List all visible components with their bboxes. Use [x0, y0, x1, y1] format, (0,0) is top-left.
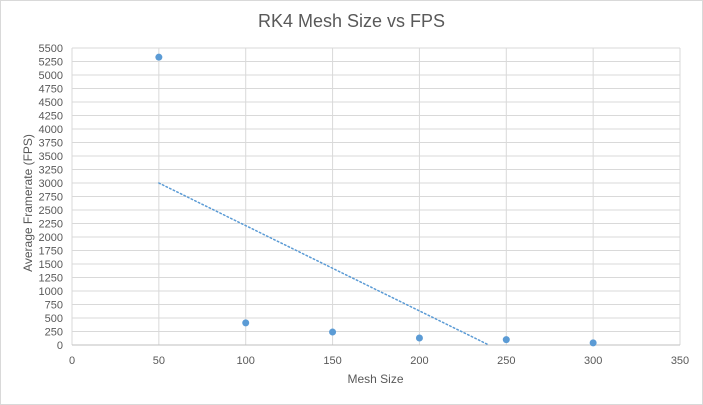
y-tick-label: 250 [45, 327, 63, 339]
y-tick-label: 500 [45, 313, 63, 325]
y-tick-label: 5500 [39, 43, 63, 55]
y-tick-label: 3250 [39, 165, 63, 177]
y-tick-label: 1250 [39, 273, 63, 285]
data-point [329, 328, 337, 336]
data-points [155, 53, 597, 347]
y-tick-label: 5000 [39, 70, 63, 82]
x-axis-title: Mesh Size [347, 372, 404, 386]
data-point [502, 336, 510, 344]
x-tick-label: 350 [671, 355, 689, 367]
y-tick-label: 2250 [39, 219, 63, 231]
y-tick-label: 5250 [39, 57, 63, 69]
data-point [415, 334, 423, 342]
trendline-group [158, 182, 490, 346]
y-tick-label: 4750 [39, 84, 63, 96]
y-tick-label: 4250 [39, 111, 63, 123]
data-point [242, 319, 250, 327]
x-tick-label: 0 [69, 355, 75, 367]
x-tick-label: 150 [323, 355, 341, 367]
x-tick-label: 250 [497, 355, 515, 367]
y-tick-label: 1750 [39, 246, 63, 258]
data-point [589, 339, 597, 347]
y-tick-label: 4000 [39, 124, 63, 136]
data-point [155, 53, 163, 61]
chart-title: RK4 Mesh Size vs FPS [257, 11, 446, 31]
y-tick-label: 0 [57, 340, 63, 352]
x-tick-label: 50 [153, 355, 165, 367]
y-tick-label: 3500 [39, 151, 63, 163]
y-tick-label: 3750 [39, 138, 63, 150]
y-tick-label: 2000 [39, 232, 63, 244]
x-tick-label: 200 [410, 355, 428, 367]
axes [71, 48, 680, 346]
y-tick-label: 2750 [39, 192, 63, 204]
x-tick-labels: 0 50 100 150 200 250 300 350 [69, 355, 689, 367]
y-tick-label: 1500 [39, 259, 63, 271]
y-tick-label: 2500 [39, 205, 63, 217]
x-tick-label: 100 [237, 355, 255, 367]
trendline [158, 182, 490, 346]
x-tick-label: 300 [584, 355, 602, 367]
horizontal-gridlines [72, 47, 680, 332]
y-tick-label: 4500 [39, 97, 63, 109]
y-tick-label: 3000 [39, 178, 63, 190]
y-tick-label: 1000 [39, 286, 63, 298]
y-tick-label: 750 [45, 300, 63, 312]
